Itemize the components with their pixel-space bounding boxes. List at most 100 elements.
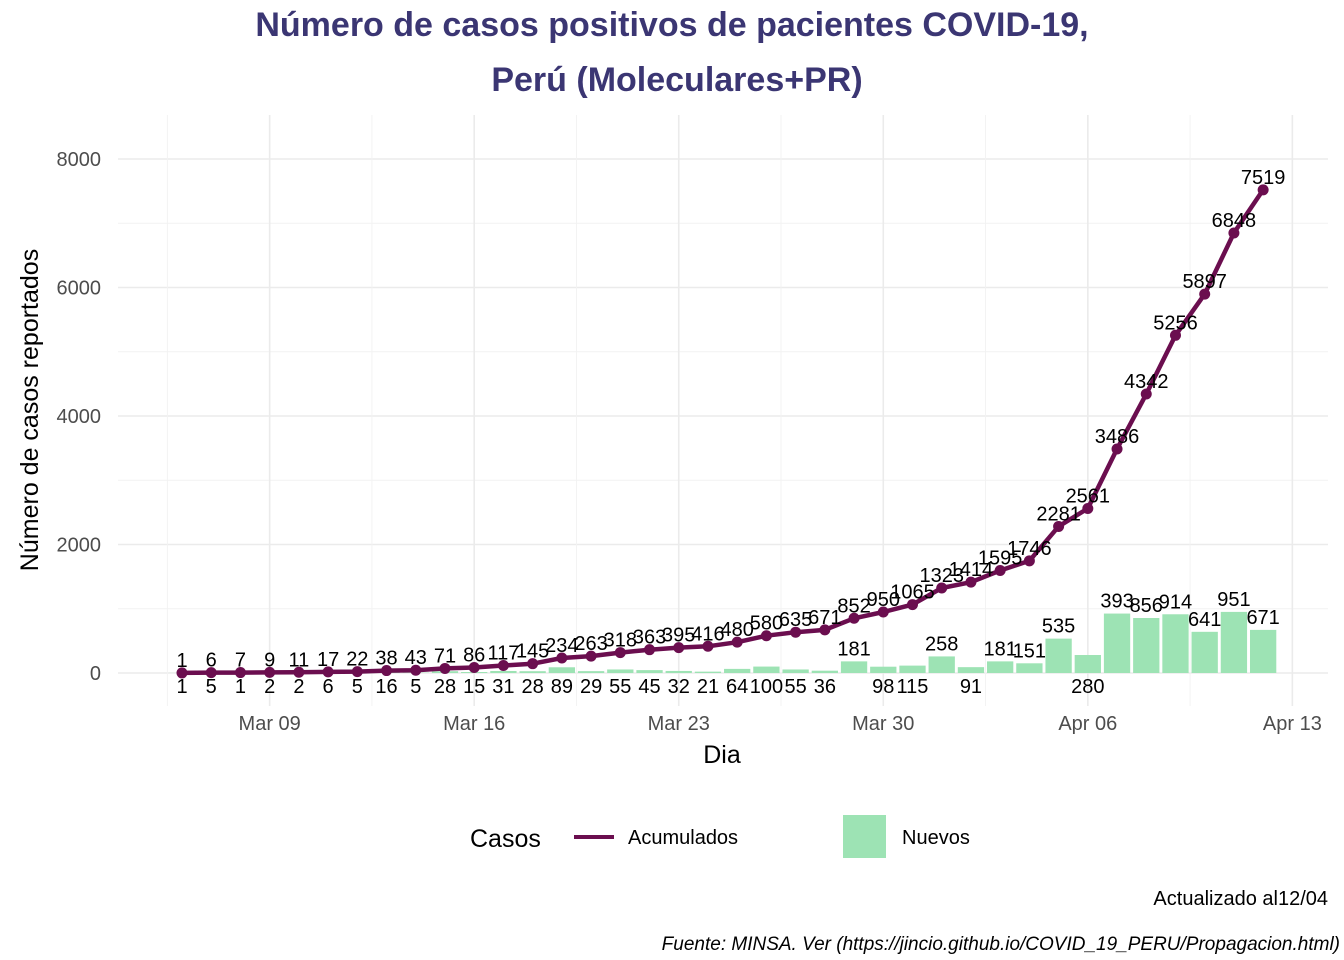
label-nuevos: 45 [638, 676, 660, 698]
label-acumulados: 1595 [978, 548, 1023, 570]
point-acumulados [1082, 502, 1094, 514]
point-acumulados [848, 612, 860, 624]
x-tick-label: Mar 16 [443, 713, 505, 735]
point-acumulados [1169, 329, 1181, 341]
point-acumulados [1111, 443, 1123, 455]
y-tick-label: 6000 [57, 278, 102, 300]
legend-label-acumulados: Acumulados [628, 827, 738, 849]
label-acumulados: 950 [867, 589, 900, 611]
legend-title: Casos [470, 825, 541, 853]
line-series-acumulados [176, 184, 1269, 679]
bar-nuevos [840, 661, 868, 673]
bar-nuevos [987, 661, 1014, 673]
point-acumulados [234, 667, 246, 679]
point-acumulados [702, 640, 714, 652]
label-nuevos: 5 [410, 676, 421, 698]
bar-nuevos [665, 670, 692, 673]
label-acumulados: 1323 [919, 565, 964, 587]
label-acumulados: 671 [808, 607, 841, 629]
point-acumulados [176, 667, 188, 679]
point-acumulados [877, 606, 889, 618]
bar-nuevos [607, 669, 634, 673]
chart-title-line2: Perú (Moleculares+PR) [491, 61, 862, 99]
label-acumulados: 416 [691, 623, 724, 645]
data-labels: 1 6 7 9 11 17 22 38 43 71 86 1171452342633183633954… [176, 167, 1285, 698]
label-acumulados: 5256 [1153, 312, 1198, 334]
label-acumulados: 480 [720, 619, 753, 641]
label-acumulados: 9 [264, 649, 275, 671]
bar-nuevos [1162, 614, 1189, 673]
bar-nuevos [899, 665, 926, 673]
point-acumulados [322, 666, 334, 678]
label-nuevos: 15 [463, 676, 485, 698]
label-nuevos: 29 [580, 676, 602, 698]
y-tick-label: 0 [90, 663, 101, 685]
point-acumulados [1053, 520, 1065, 532]
label-acumulados: 11 [288, 649, 309, 671]
bar-nuevos [870, 666, 897, 673]
point-acumulados [994, 565, 1006, 577]
label-acumulados: 1746 [1007, 538, 1052, 560]
label-acumulados: 7 [235, 650, 246, 672]
bar-nuevos [928, 656, 955, 673]
label-nuevos: 21 [697, 676, 719, 698]
point-acumulados [468, 661, 480, 673]
point-acumulados [439, 662, 451, 674]
point-acumulados [907, 599, 918, 611]
y-tick-label: 4000 [57, 406, 102, 428]
bar-nuevos [957, 667, 985, 673]
point-acumulados [527, 658, 539, 670]
point-acumulados [1023, 555, 1035, 567]
point-acumulados [264, 666, 276, 678]
caption-updated: Actualizado al12/04 [1153, 888, 1328, 910]
label-nuevos: 1 [235, 676, 246, 698]
label-nuevos: 28 [522, 676, 544, 698]
point-acumulados [790, 626, 802, 638]
label-nuevos: 6 [323, 676, 334, 698]
label-nuevos: 28 [434, 676, 456, 698]
y-tick-label: 2000 [57, 535, 102, 557]
bar-nuevos [636, 670, 663, 673]
label-nuevos: 64 [726, 676, 748, 698]
bar-nuevos [811, 670, 838, 673]
bar-nuevos [1074, 655, 1101, 673]
label-acumulados: 17 [317, 649, 339, 671]
label-nuevos: 914 [1159, 591, 1192, 613]
bar-nuevos [1191, 631, 1218, 673]
point-acumulados [381, 665, 393, 677]
label-nuevos: 100 [750, 676, 783, 698]
label-nuevos: 98 [872, 676, 894, 698]
label-nuevos: 89 [551, 676, 573, 698]
point-acumulados [1228, 227, 1240, 239]
label-nuevos: 31 [492, 676, 514, 698]
label-nuevos: 393 [1100, 591, 1133, 613]
y-axis-title: Número de casos reportados [16, 249, 44, 571]
label-nuevos: 5 [352, 676, 363, 698]
point-acumulados [936, 582, 948, 594]
label-acumulados: 43 [405, 647, 427, 669]
label-nuevos: 16 [375, 676, 397, 698]
label-acumulados: 1 [176, 650, 187, 672]
label-acumulados: 117 [487, 642, 519, 664]
label-nuevos: 5 [206, 676, 217, 698]
label-nuevos: 280 [1071, 676, 1104, 698]
legend-bar-key [843, 815, 886, 858]
label-nuevos: 1 [176, 676, 187, 698]
bar-nuevos [1103, 613, 1131, 673]
x-axis-ticks: Mar 09 Mar 16 Mar 23 Mar 30 Apr 06 Apr 13 [239, 713, 1322, 735]
point-acumulados [673, 642, 685, 654]
label-nuevos: 535 [1042, 616, 1075, 638]
label-acumulados: 86 [463, 644, 485, 666]
label-acumulados: 1065 [890, 582, 935, 604]
label-nuevos: 671 [1246, 607, 1279, 629]
label-nuevos: 2 [264, 676, 275, 698]
label-acumulados: 852 [837, 595, 870, 617]
bar-nuevos [1220, 611, 1248, 673]
label-acumulados: 6848 [1212, 210, 1257, 232]
x-tick-label: Mar 30 [852, 713, 914, 735]
caption-source: Fuente: MINSA. Ver (https://jincio.githu… [662, 934, 1340, 955]
point-acumulados [205, 667, 217, 679]
point-acumulados [497, 659, 509, 671]
label-acumulados: 1414 [949, 559, 994, 581]
chart-title-line1: Número de casos positivos de pacientes C… [255, 6, 1088, 44]
